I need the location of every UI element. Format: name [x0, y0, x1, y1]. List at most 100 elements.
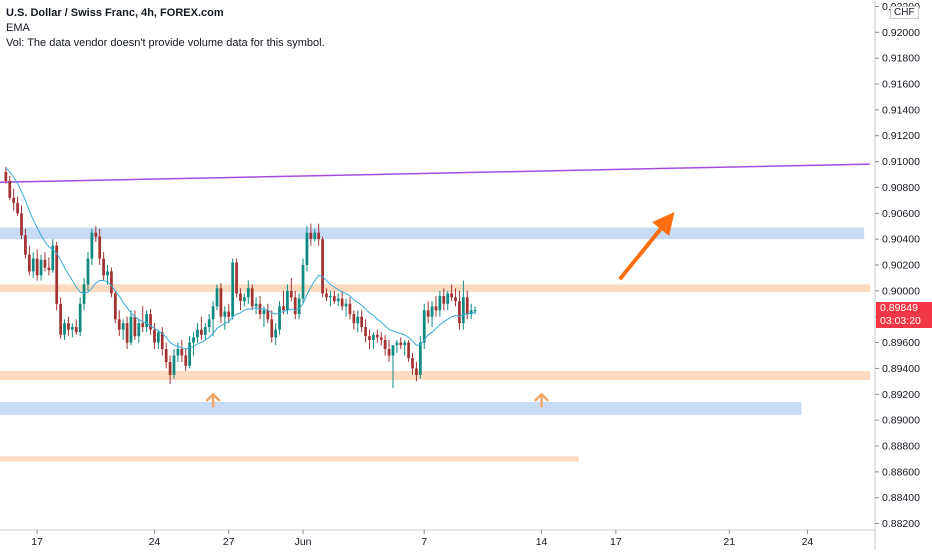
candle-body	[446, 293, 450, 304]
candle-body	[403, 342, 407, 346]
candle-body	[90, 232, 94, 259]
bar-countdown: 03:03:20	[880, 315, 921, 328]
price-tick-label: 0.90600	[882, 208, 920, 220]
symbol-title: U.S. Dollar / Swiss Franc, 4h, FOREX.com	[6, 7, 224, 19]
candle-body	[309, 232, 313, 240]
candle-body	[239, 293, 242, 302]
candle-body	[172, 355, 176, 375]
candle-body	[160, 332, 164, 350]
time-tick-label: 17	[610, 536, 622, 548]
candle-body	[8, 180, 12, 198]
candle-body	[51, 245, 55, 271]
price-tick-label: 0.90200	[882, 260, 920, 272]
candle-body	[219, 288, 223, 317]
candle-body	[422, 310, 426, 343]
candle-body	[372, 334, 375, 340]
candle-body	[4, 171, 8, 181]
price-tick-label: 0.88800	[882, 440, 920, 452]
resistance-zone-1	[0, 227, 865, 240]
candle-body	[102, 258, 105, 276]
price-tick-label: 0.91600	[882, 79, 920, 91]
candle-body	[149, 314, 152, 330]
candle-body	[375, 334, 379, 338]
candle-body	[313, 232, 317, 240]
candle-body	[70, 327, 74, 330]
candle-body	[211, 306, 215, 320]
candle-body	[153, 329, 156, 343]
candle-body	[35, 258, 39, 276]
candle-body	[282, 306, 285, 311]
support-zone-3	[0, 371, 870, 381]
candle-body	[200, 329, 203, 335]
time-tick-label: 21	[723, 536, 735, 548]
candle-body	[360, 316, 364, 328]
candle-body	[286, 290, 289, 311]
resistance-zone-4	[0, 402, 802, 415]
price-tick-label: 0.89400	[882, 363, 920, 375]
candle-body	[94, 232, 98, 237]
candle-body	[305, 232, 309, 265]
candle-body	[110, 271, 113, 294]
candle-body	[223, 311, 227, 317]
candle-body	[336, 298, 340, 302]
candle-body	[383, 339, 387, 350]
candle-body	[348, 303, 352, 315]
candle-body	[133, 316, 137, 337]
plot-area	[0, 0, 870, 530]
candle-body	[203, 327, 207, 335]
candle-body	[27, 254, 31, 272]
candle-body	[332, 296, 336, 302]
candle-body	[188, 342, 192, 366]
candle-body	[293, 297, 297, 315]
candle-body	[86, 258, 90, 285]
candle-body	[59, 303, 62, 335]
price-tick-label: 0.89200	[882, 389, 920, 401]
candle-body	[321, 239, 324, 294]
candle-body	[129, 316, 133, 343]
price-tick-label: 0.91200	[882, 130, 920, 142]
time-tick-label: 27	[223, 536, 235, 548]
candle-body	[156, 332, 160, 343]
candle-body	[274, 329, 278, 338]
candle-body	[243, 297, 246, 302]
up-arrow-marker-2	[534, 393, 549, 408]
candle-body	[47, 267, 51, 271]
candle-body	[418, 342, 422, 375]
price-tick-label: 0.91000	[882, 156, 920, 168]
price-tick-label: 0.90000	[882, 285, 920, 297]
candle-body	[24, 235, 27, 255]
candle-body	[391, 345, 395, 356]
candle-body	[20, 213, 23, 236]
price-tick-label: 0.91400	[882, 104, 920, 116]
candle-body	[438, 296, 442, 311]
ema-indicator-label[interactable]: EMA	[6, 22, 30, 34]
candle-body	[356, 316, 360, 324]
candle-body	[352, 314, 356, 324]
up-arrow-marker-1	[205, 393, 221, 408]
time-tick-label: 14	[536, 536, 548, 548]
price-tick-label: 0.88400	[882, 492, 920, 504]
price-tick-label: 0.90400	[882, 234, 920, 246]
candle-body	[12, 197, 16, 203]
candle-body	[430, 306, 434, 317]
candle-body	[434, 306, 438, 311]
candle-body	[121, 323, 125, 330]
candle-body	[364, 327, 367, 337]
candle-body	[207, 319, 211, 328]
candle-body	[301, 265, 305, 299]
candle-body	[137, 323, 141, 337]
candle-body	[399, 342, 403, 346]
candle-body	[344, 303, 348, 307]
candle-body	[442, 296, 446, 304]
candle-body	[469, 310, 473, 315]
candle-body	[454, 297, 457, 302]
support-zone-2	[0, 284, 870, 293]
candle-body	[117, 319, 121, 330]
trendline	[0, 163, 871, 184]
candle-body	[297, 298, 301, 315]
candle-body	[113, 293, 117, 320]
candle-body	[125, 323, 129, 343]
price-tick-label: 0.89000	[882, 415, 920, 427]
